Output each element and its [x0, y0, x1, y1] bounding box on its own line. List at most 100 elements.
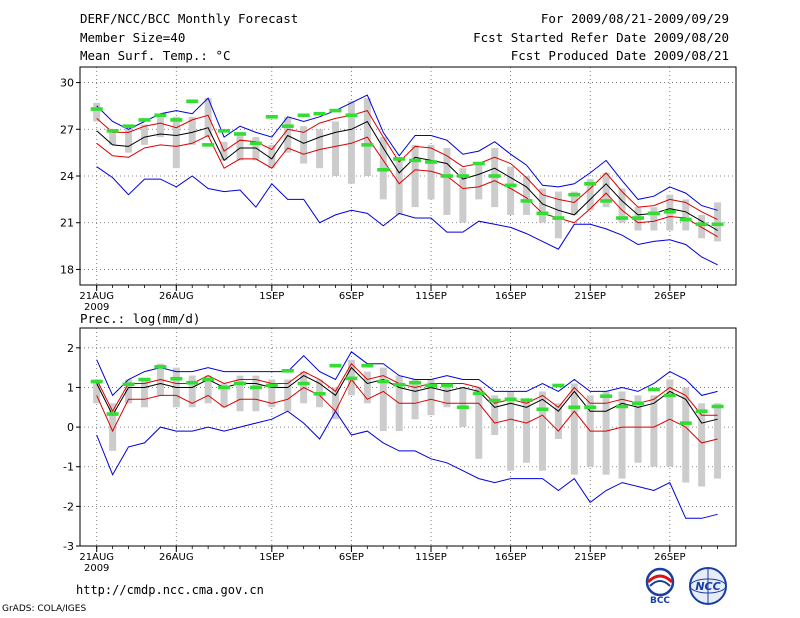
- ensemble-box: [204, 98, 212, 138]
- footer-url[interactable]: http://cmdp.ncc.cma.gov.cn: [76, 583, 264, 597]
- observed-marker: [440, 174, 453, 178]
- observed-marker: [138, 377, 151, 382]
- observed-marker: [345, 113, 358, 118]
- ensemble-box: [125, 129, 133, 153]
- x-tick-label: 11SEP: [415, 552, 446, 563]
- panel-title: Prec.: log(mm/d): [80, 311, 200, 326]
- ensemble-box: [427, 379, 435, 416]
- observed-marker: [170, 376, 183, 381]
- x-tick-label: 6SEP: [339, 552, 364, 563]
- ensemble-box: [411, 379, 419, 420]
- y-tick-label: 21: [60, 217, 74, 230]
- member-size: Member Size=40: [80, 30, 186, 45]
- ensemble-box: [714, 202, 722, 242]
- ncc-logo-text: NCC: [695, 580, 720, 593]
- y-tick-label: -2: [63, 500, 74, 513]
- observed-marker: [186, 380, 199, 385]
- ensemble-box: [140, 124, 148, 145]
- ensemble-box: [411, 144, 419, 208]
- y-tick-label: -3: [63, 540, 74, 553]
- observed-marker: [679, 421, 692, 425]
- ensemble-box: [698, 214, 706, 239]
- series-mean_plus_std: [96, 110, 718, 221]
- ensemble-box: [554, 403, 562, 439]
- ensemble-box: [714, 403, 722, 479]
- y-tick-label: 1: [67, 381, 74, 394]
- ensemble-box: [554, 191, 562, 239]
- observed-marker: [297, 381, 310, 386]
- observed-marker: [409, 380, 422, 385]
- observed-marker: [647, 387, 660, 392]
- x-year-label: 2009: [84, 563, 109, 574]
- observed-marker: [488, 174, 501, 178]
- observed-marker: [218, 129, 231, 133]
- observed-marker: [695, 222, 708, 227]
- ensemble-box: [602, 172, 610, 208]
- produced-date: Fcst Produced Date 2009/08/21: [510, 48, 729, 63]
- ensemble-box: [698, 403, 706, 487]
- observed-marker: [456, 174, 469, 178]
- ensemble-box: [618, 188, 626, 223]
- x-tick-label: 26AUG: [159, 291, 194, 302]
- bcc-logo-text: BCC: [650, 596, 670, 606]
- x-tick-label: 21SEP: [575, 291, 606, 302]
- observed-marker: [186, 99, 199, 104]
- observed-marker: [202, 377, 215, 382]
- observed-marker: [568, 192, 581, 197]
- ensemble-box: [650, 395, 658, 467]
- observed-marker: [377, 167, 390, 172]
- observed-marker: [90, 379, 103, 384]
- observed-marker: [233, 381, 246, 386]
- observed-marker: [520, 199, 533, 203]
- observed-marker: [345, 376, 358, 381]
- ensemble-box: [252, 137, 260, 161]
- series-mean: [96, 120, 718, 231]
- observed-marker: [154, 365, 167, 369]
- ensemble-box: [682, 199, 690, 231]
- x-tick-label: 1SEP: [259, 291, 284, 302]
- observed-marker: [138, 118, 151, 122]
- ensemble-box: [491, 395, 499, 436]
- ensemble-box: [618, 391, 626, 479]
- observed-marker: [122, 382, 135, 387]
- observed-marker: [265, 115, 278, 119]
- observed-marker: [297, 113, 310, 118]
- ensemble-box: [93, 379, 101, 404]
- x-tick-label: 21AUG: [79, 552, 114, 563]
- x-tick-label: 6SEP: [339, 291, 364, 302]
- ensemble-box: [93, 102, 101, 122]
- x-tick-label: 26AUG: [159, 552, 194, 563]
- y-tick-label: 18: [60, 263, 74, 276]
- series-min: [96, 410, 718, 519]
- observed-marker: [106, 412, 119, 416]
- observed-marker: [281, 124, 294, 128]
- ensemble-box: [220, 383, 228, 408]
- observed-marker: [90, 107, 103, 111]
- ensemble-box: [188, 116, 196, 145]
- ensemble-box: [109, 403, 117, 451]
- x-tick-label: 21SEP: [575, 552, 606, 563]
- series-max: [96, 351, 718, 397]
- chart-panel-1: 18 21 24 27 30 21AUG 26AUG 1SEP 6SEP 11SEP 16SEP 21…: [60, 66, 737, 313]
- observed-marker: [440, 383, 453, 388]
- ensemble-box: [236, 375, 244, 412]
- series-max: [96, 94, 718, 211]
- observed-marker: [218, 385, 231, 390]
- observed-marker: [568, 405, 581, 410]
- x-year-label: 2009: [84, 302, 109, 313]
- observed-marker: [536, 211, 549, 216]
- ensemble-box: [188, 375, 196, 408]
- observed-marker: [106, 129, 119, 133]
- ensemble-box: [650, 207, 658, 231]
- ensemble-box: [347, 101, 355, 184]
- observed-marker: [616, 404, 629, 409]
- observed-marker: [425, 383, 438, 388]
- ensemble-box: [156, 116, 164, 138]
- ncc-logo: NCC: [689, 567, 727, 605]
- observed-marker: [584, 181, 597, 186]
- ensemble-box: [236, 132, 244, 161]
- observed-marker: [249, 385, 262, 390]
- ensemble-box: [284, 116, 292, 153]
- series-mean_minus_std: [96, 378, 718, 444]
- observed-marker: [631, 216, 644, 220]
